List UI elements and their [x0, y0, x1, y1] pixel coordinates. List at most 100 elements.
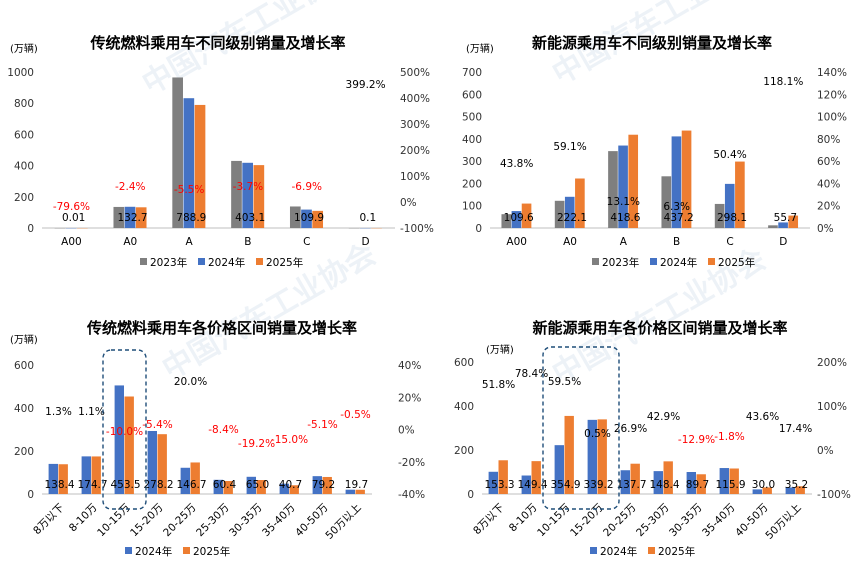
x-tick-label: 50万以上	[323, 502, 363, 542]
y2-tick-label: 100%	[817, 112, 847, 124]
y-tick-label: 400	[14, 403, 34, 415]
legend-swatch	[140, 258, 147, 265]
bar	[246, 476, 256, 494]
legend-label: 2023年	[150, 256, 187, 269]
bar	[58, 464, 68, 494]
bar	[531, 461, 541, 494]
legend-swatch	[592, 258, 599, 265]
y2-tick-label: 200%	[400, 145, 430, 157]
y-axis-unit-label: (万辆)	[10, 333, 38, 346]
bar	[190, 462, 200, 494]
x-tick-label: 10-15万	[95, 502, 132, 539]
bar	[768, 225, 778, 228]
y-tick-label: 200	[454, 445, 474, 457]
legend-swatch	[125, 547, 132, 554]
legend-label: 2025年	[658, 545, 695, 558]
growth-rate-label: -15.0%	[271, 434, 308, 446]
bar	[661, 176, 672, 228]
bar	[242, 162, 254, 228]
growth-rate-label: 59.1%	[553, 141, 586, 153]
bar	[501, 214, 512, 228]
bar-value-label: 222.1	[557, 212, 587, 224]
x-tick-label: B	[673, 236, 680, 248]
bar-value-label: 89.7	[686, 479, 709, 491]
y2-tick-label: 0%	[398, 425, 415, 437]
bar-value-label: 788.9	[176, 212, 206, 224]
growth-rate-label: -0.5%	[340, 409, 370, 421]
bar-value-label: 40.7	[279, 479, 302, 491]
y-tick-label: 400	[454, 401, 474, 413]
legend-label: 2024年	[600, 545, 637, 558]
legend-swatch	[198, 258, 205, 265]
bar	[213, 479, 223, 494]
legend-swatch	[648, 547, 655, 554]
bar	[124, 206, 136, 228]
bar	[312, 476, 322, 494]
growth-rate-label: 20.0%	[174, 376, 207, 388]
bar	[157, 434, 167, 494]
bar	[322, 476, 332, 494]
bar	[628, 134, 639, 228]
x-tick-label: 30-35万	[227, 502, 264, 539]
bar	[180, 467, 190, 494]
legend-label: 2024年	[208, 256, 245, 269]
growth-rate-label: 6.3%	[663, 201, 690, 213]
growth-rate-label: -5.1%	[307, 419, 337, 431]
growth-rate-label: 0.5%	[584, 428, 611, 440]
bar	[719, 468, 729, 494]
bar	[147, 431, 157, 494]
bar	[289, 206, 301, 228]
bar	[289, 485, 299, 494]
bar	[113, 206, 125, 228]
bar-value-label: 138.4	[44, 479, 74, 491]
bar	[488, 471, 498, 494]
y-tick-label: 0	[27, 223, 34, 235]
bar-value-label: 153.3	[484, 479, 514, 491]
legend-swatch	[590, 547, 597, 554]
x-tick-label: A0	[123, 236, 137, 248]
bar	[752, 489, 762, 494]
bar-value-label: 174.7	[77, 479, 107, 491]
bar	[256, 480, 266, 494]
legend-swatch	[183, 547, 190, 554]
bar	[653, 471, 663, 494]
legend-label: 2024年	[660, 256, 697, 269]
bar-value-label: 109.9	[294, 212, 324, 224]
bar	[564, 415, 574, 494]
y2-tick-label: 20%	[398, 392, 421, 404]
y2-tick-label: 500%	[400, 67, 430, 79]
growth-rate-label: -3.7%	[233, 181, 263, 193]
y2-tick-label: 100%	[400, 171, 430, 183]
bar	[618, 145, 628, 228]
x-tick-label: A00	[61, 236, 82, 248]
bar	[114, 385, 124, 494]
bar-value-label: 60.4	[213, 479, 237, 491]
bar	[778, 222, 788, 228]
bar	[663, 461, 673, 494]
bar-value-label: 132.7	[117, 212, 147, 224]
bar	[223, 481, 233, 494]
y-tick-label: 300	[462, 156, 482, 168]
bar-value-label: 278.2	[143, 479, 173, 491]
growth-rate-label: 399.2%	[346, 79, 386, 91]
bar	[511, 211, 522, 228]
highlight-box	[542, 346, 620, 510]
bar	[172, 77, 183, 229]
y-tick-label: 0	[27, 489, 34, 501]
bar-value-label: 19.7	[345, 479, 368, 491]
bar	[686, 472, 696, 494]
growth-rate-label: -1.8%	[714, 431, 744, 443]
bar	[597, 419, 607, 494]
bar	[788, 215, 799, 228]
bar	[194, 104, 206, 228]
bar	[608, 151, 618, 228]
y-tick-label: 800	[14, 98, 34, 110]
growth-rate-label: -5.5%	[174, 184, 204, 196]
y2-tick-label: 60%	[817, 156, 840, 168]
bar	[564, 196, 575, 228]
bar	[253, 165, 265, 228]
growth-rate-label: 42.9%	[647, 411, 680, 423]
bar	[630, 463, 640, 494]
x-tick-label: 50万以上	[763, 502, 803, 542]
bar	[735, 161, 745, 228]
